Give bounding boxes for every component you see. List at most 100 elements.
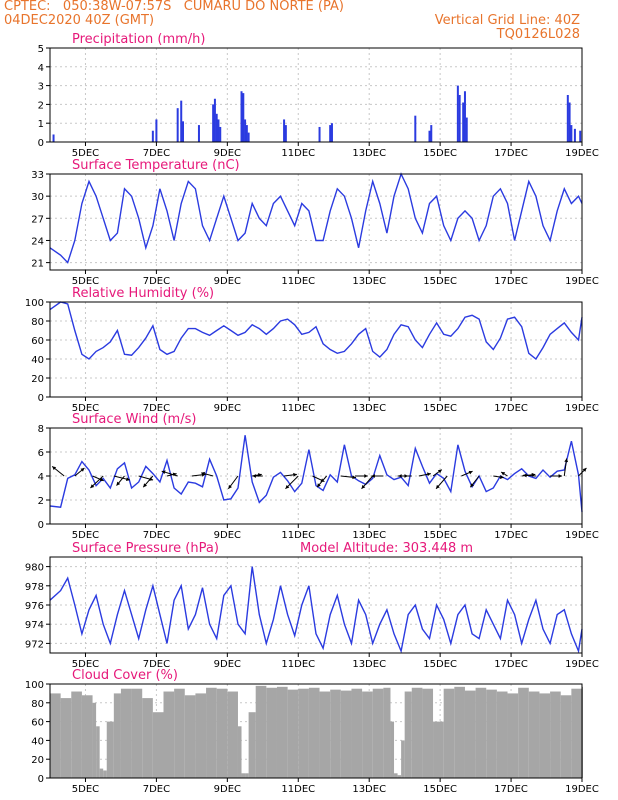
cloud-bar bbox=[372, 688, 384, 778]
cloud-bar bbox=[411, 687, 423, 778]
cloud-bar bbox=[528, 691, 540, 778]
y-tick-label: 30 bbox=[31, 192, 44, 203]
cloud-bar bbox=[206, 687, 217, 778]
precip-bar bbox=[463, 91, 466, 142]
cloud-bar bbox=[518, 687, 529, 778]
precip-bar bbox=[52, 134, 55, 142]
y-tick-label: 21 bbox=[31, 259, 44, 270]
y-tick-label: 972 bbox=[25, 639, 44, 650]
cloud-bar bbox=[340, 690, 352, 778]
x-tick-label: 13DEC bbox=[352, 403, 386, 414]
x-tick-label: 15DEC bbox=[423, 403, 457, 414]
precip-bar bbox=[428, 130, 431, 142]
y-tick-label: 60 bbox=[31, 718, 44, 729]
wind-arrowhead bbox=[398, 474, 402, 478]
wind-arrowhead bbox=[371, 474, 375, 478]
wind-line bbox=[49, 435, 583, 513]
cloud-bar bbox=[464, 690, 476, 778]
x-tick-label: 15DEC bbox=[423, 530, 457, 541]
cloud-bar bbox=[248, 712, 256, 778]
y-tick-label: 976 bbox=[25, 601, 44, 612]
cloud-bar bbox=[496, 691, 508, 778]
wind-arrowhead bbox=[501, 472, 506, 476]
x-tick-label: 19DEC bbox=[565, 276, 599, 287]
wind-arrowhead bbox=[558, 474, 563, 478]
x-tick-label: 9DEC bbox=[214, 403, 241, 414]
precip-bar bbox=[579, 130, 582, 142]
precip-bar bbox=[462, 102, 465, 142]
precip-bar bbox=[573, 128, 576, 142]
cloud-bar bbox=[60, 698, 72, 778]
x-tick-label: 11DEC bbox=[281, 659, 315, 670]
cloud-bar bbox=[351, 688, 363, 778]
wind-arrowhead bbox=[564, 458, 569, 463]
x-tick-label: 7DEC bbox=[143, 530, 170, 541]
wind-arrowhead bbox=[436, 484, 440, 489]
cloud-bar bbox=[131, 688, 143, 778]
cloud-bar bbox=[422, 688, 434, 778]
y-tick-label: 27 bbox=[31, 214, 44, 225]
cloud-bar bbox=[163, 691, 175, 778]
panel-frame bbox=[49, 683, 583, 779]
precip-bar bbox=[176, 108, 179, 142]
x-tick-label: 5DEC bbox=[72, 148, 99, 159]
cloud-bar bbox=[245, 773, 249, 778]
x-tick-label: 9DEC bbox=[214, 148, 241, 159]
precip-bar bbox=[330, 123, 333, 142]
x-tick-label: 7DEC bbox=[143, 784, 170, 795]
x-tick-label: 9DEC bbox=[214, 276, 241, 287]
precip-bar bbox=[242, 93, 245, 142]
x-tick-label: 11DEC bbox=[281, 530, 315, 541]
cloud-bar bbox=[394, 773, 398, 778]
header-grid-line: Vertical Grid Line: 40Z bbox=[434, 13, 580, 28]
cloud-bar bbox=[152, 712, 164, 778]
precip-bar bbox=[215, 113, 218, 142]
cloud-bar bbox=[397, 775, 402, 778]
wind-arrowhead bbox=[427, 472, 431, 477]
cloud-bar bbox=[287, 689, 299, 778]
x-tick-label: 19DEC bbox=[565, 784, 599, 795]
wind-arrowhead bbox=[161, 470, 166, 475]
header-date: 04DEC2020 40Z (GMT) bbox=[4, 13, 155, 28]
x-tick-label: 9DEC bbox=[214, 659, 241, 670]
cloud-bar bbox=[550, 691, 561, 778]
cloud-bar bbox=[96, 726, 100, 778]
cloud-bar bbox=[50, 693, 61, 778]
precip-bar bbox=[219, 126, 222, 142]
cloud-bar bbox=[184, 695, 196, 778]
x-tick-label: 7DEC bbox=[143, 148, 170, 159]
precip-bar bbox=[197, 125, 200, 142]
cloud-bar bbox=[216, 688, 228, 778]
cloud-bar bbox=[433, 721, 444, 778]
wind-arrowhead bbox=[252, 474, 256, 478]
wind-arrowhead bbox=[468, 470, 473, 475]
precip-bar bbox=[247, 132, 250, 142]
panel-precip: 0 1 2 3 4 5 5DEC 7DEC 9DEC 11DEC 13DEC 15DEC 17DEC 19… bbox=[38, 32, 599, 159]
panel-pressure: 972 974 976 978 980 5DEC 7DEC 9DEC 11DEC 13DEC 15D… bbox=[25, 541, 599, 670]
x-tick-label: 11DEC bbox=[281, 784, 315, 795]
wind-arrowhead bbox=[143, 483, 147, 488]
header-model-code: TQ0126L028 bbox=[496, 27, 580, 42]
cloud-bar bbox=[71, 691, 82, 778]
x-tick-label: 19DEC bbox=[565, 403, 599, 414]
wind-arrowhead bbox=[293, 472, 297, 477]
cloud-bar bbox=[266, 687, 277, 778]
y-tick-label: 40 bbox=[31, 736, 44, 747]
cloud-bar bbox=[120, 688, 132, 778]
y-tick-label: 4 bbox=[38, 63, 44, 74]
precip-bar bbox=[217, 119, 220, 142]
wind-arrowhead bbox=[99, 477, 104, 482]
x-tick-label: 13DEC bbox=[352, 530, 386, 541]
precip-bar bbox=[151, 130, 154, 142]
precip-bar bbox=[240, 91, 243, 142]
cloud-bar bbox=[507, 693, 519, 778]
wind-arrowhead bbox=[125, 477, 130, 482]
cloud-bar bbox=[298, 688, 309, 778]
y-tick-label: 0 bbox=[38, 774, 44, 785]
x-tick-label: 17DEC bbox=[494, 403, 528, 414]
cloud-bar bbox=[195, 693, 207, 778]
cloud-bar bbox=[237, 726, 242, 778]
y-tick-label: 3 bbox=[38, 82, 44, 93]
x-tick-label: 13DEC bbox=[352, 659, 386, 670]
panel-rh: 0 20 40 60 80 100 5DEC 7DEC 9DEC 11DEC 13DEC 15DEC 1… bbox=[25, 286, 599, 414]
